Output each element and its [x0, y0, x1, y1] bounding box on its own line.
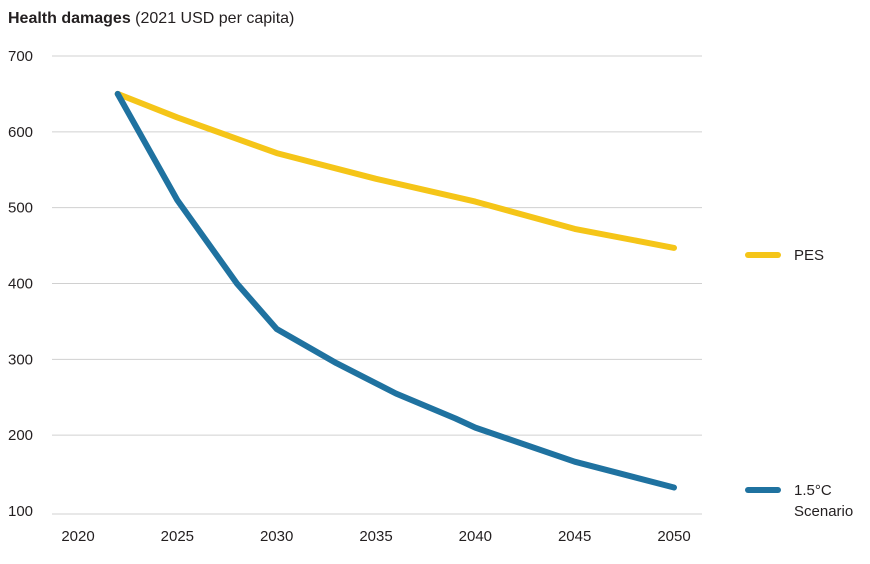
- y-tick-label-100: 100: [8, 503, 33, 520]
- y-tick-label-300: 300: [8, 351, 33, 368]
- chart-title-main: Health damages: [8, 10, 131, 27]
- legend-label-0: PES: [794, 247, 824, 264]
- x-tick-label-2045: 2045: [558, 528, 591, 545]
- y-tick-label-200: 200: [8, 427, 33, 444]
- legend: PES 1.5°C Scenario: [745, 247, 853, 520]
- x-tick-label-2050: 2050: [657, 528, 690, 545]
- x-tick-label-2035: 2035: [359, 528, 392, 545]
- x-axis-ticks: 2020 2025 2030 2035 2040 2045 2050: [61, 528, 690, 545]
- gridlines: [52, 55, 702, 515]
- legend-label-1: 1.5°C: [794, 482, 832, 499]
- chart-subtitle: (2021 USD per capita): [135, 10, 295, 27]
- x-tick-label-2025: 2025: [161, 528, 194, 545]
- y-axis-ticks: 100 200 300 400 500 600 700: [8, 48, 33, 520]
- y-tick-label-500: 500: [8, 200, 33, 217]
- y-tick-label-700: 700: [8, 48, 33, 65]
- series-line-1: [114, 90, 677, 491]
- x-tick-label-2030: 2030: [260, 528, 293, 545]
- y-tick-label-600: 600: [8, 124, 33, 141]
- x-tick-label-2020: 2020: [61, 528, 94, 545]
- chart-title: Health damages (2021 USD per capita): [8, 10, 294, 28]
- y-tick-label-400: 400: [8, 276, 33, 293]
- series-lines: [114, 90, 677, 491]
- series-line-0: [114, 90, 677, 251]
- legend-label-1-line2: Scenario: [794, 503, 853, 520]
- x-tick-label-2040: 2040: [459, 528, 492, 545]
